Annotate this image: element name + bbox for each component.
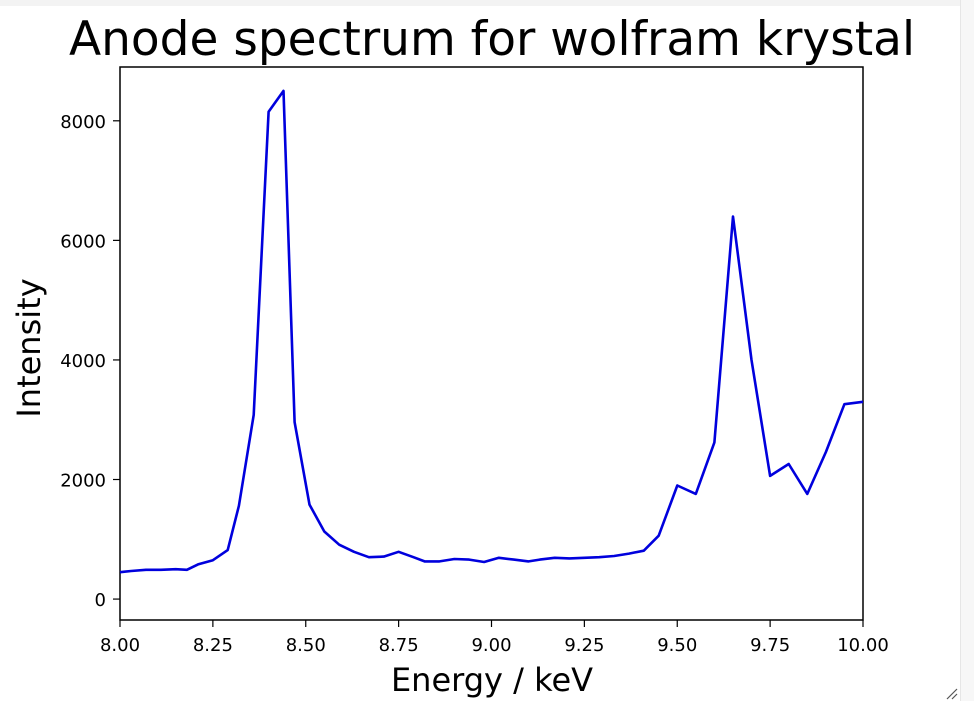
y-tick-label: 6000: [60, 231, 106, 252]
series-line-0: [119, 89, 864, 574]
x-tick-label: 8.75: [379, 635, 419, 656]
y-tick-label: 4000: [60, 351, 106, 372]
y-tick-label: 0: [95, 590, 106, 611]
x-tick-label: 8.50: [286, 635, 326, 656]
window-top-strip: [0, 0, 974, 6]
y-tick-label: 2000: [60, 471, 106, 492]
y-axis: 0 2000 4000 6000 8000: [60, 112, 120, 611]
chart-title: Anode spectrum for wolfram krystal: [69, 12, 915, 67]
x-tick-label: 9.25: [564, 635, 604, 656]
x-axis: 8.00 8.25 8.50 8.75 9.00 9.25 9.50 9.75 10.00: [100, 620, 889, 656]
x-tick-label: 8.00: [100, 635, 140, 656]
series-layer: [119, 89, 864, 574]
plot-area: [119, 66, 864, 621]
x-tick-label: 9.00: [471, 635, 511, 656]
scrollbar-track[interactable]: [960, 0, 974, 701]
x-axis-label: Energy / keV: [391, 661, 593, 699]
x-tick-label: 9.50: [657, 635, 697, 656]
y-tick-label: 8000: [60, 112, 106, 133]
x-tick-label: 8.25: [193, 635, 233, 656]
x-tick-label: 9.75: [750, 635, 790, 656]
y-axis-label: Intensity: [10, 278, 48, 417]
x-tick-label: 10.00: [837, 635, 889, 656]
resize-grip-icon[interactable]: [944, 686, 958, 700]
